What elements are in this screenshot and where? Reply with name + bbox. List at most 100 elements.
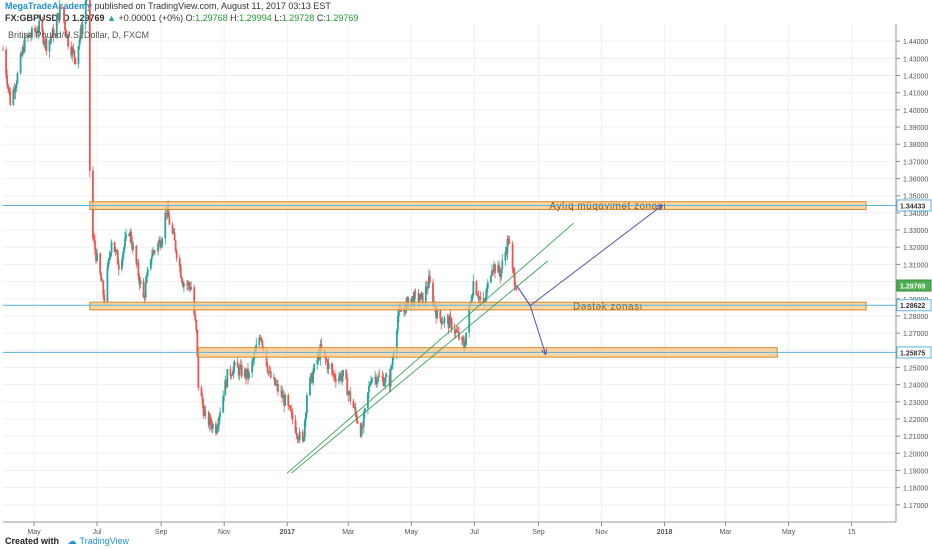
candle-body bbox=[130, 231, 133, 243]
y-tick-label: 1.34000 bbox=[903, 211, 928, 218]
candle-body bbox=[269, 371, 272, 378]
candle-body bbox=[436, 310, 439, 319]
candle-body bbox=[145, 275, 148, 284]
candle-body bbox=[360, 426, 363, 437]
y-tick-label: 1.38000 bbox=[903, 142, 928, 149]
candle-body bbox=[330, 363, 333, 370]
close-value: 1.29769 bbox=[325, 13, 359, 23]
candle-body bbox=[9, 91, 12, 105]
candle-body bbox=[137, 262, 140, 277]
x-tick-label: 2018 bbox=[657, 529, 673, 536]
candle-body bbox=[378, 375, 381, 377]
candle-body bbox=[501, 260, 504, 269]
y-tick-label: 1.42000 bbox=[903, 74, 928, 81]
candle-body bbox=[93, 237, 95, 241]
x-tick-label: 2017 bbox=[279, 529, 295, 536]
candle-body bbox=[174, 240, 177, 251]
candle-body bbox=[258, 337, 261, 345]
candle-body bbox=[157, 242, 159, 252]
candle-body bbox=[132, 245, 135, 250]
candle-body bbox=[298, 431, 301, 440]
candle-body bbox=[421, 292, 424, 305]
candle-body bbox=[159, 239, 162, 248]
candle-body bbox=[301, 431, 304, 442]
x-tick-label: Nov bbox=[218, 529, 231, 536]
candle-body bbox=[276, 384, 278, 385]
candle-body bbox=[304, 412, 307, 421]
candle-body bbox=[72, 47, 75, 51]
candle-body bbox=[182, 283, 185, 287]
candle-body bbox=[71, 47, 74, 56]
candle-body bbox=[190, 287, 193, 290]
candle-body bbox=[248, 372, 250, 379]
candle-body bbox=[78, 39, 81, 47]
candle-body bbox=[398, 308, 400, 317]
candle-body bbox=[280, 391, 282, 393]
candle-body bbox=[251, 361, 254, 373]
candle-body bbox=[179, 266, 182, 278]
candle-body bbox=[180, 277, 183, 282]
candle-body bbox=[400, 309, 402, 312]
candle-body bbox=[139, 280, 142, 285]
candle-body bbox=[175, 250, 178, 259]
candle-body bbox=[492, 270, 494, 272]
candle-body bbox=[65, 30, 67, 37]
candle-body bbox=[354, 406, 357, 414]
candle-body bbox=[110, 242, 113, 253]
candle-body bbox=[273, 377, 276, 385]
candle-body bbox=[222, 396, 225, 413]
candle-body bbox=[55, 19, 58, 38]
y-tick-label: 1.43000 bbox=[903, 56, 928, 63]
candle-body bbox=[429, 275, 431, 283]
author-link[interactable]: MegaTradeAcademy bbox=[5, 1, 93, 11]
candle-body bbox=[136, 262, 139, 264]
candle-body bbox=[420, 292, 423, 294]
candle-body bbox=[44, 38, 47, 44]
candle-body bbox=[30, 36, 32, 38]
candle-body bbox=[265, 349, 268, 367]
candle-body bbox=[14, 88, 17, 93]
tradingview-brand[interactable]: TradingView bbox=[79, 536, 130, 546]
y-tick-label: 1.20000 bbox=[903, 451, 928, 458]
candle-body bbox=[187, 282, 189, 285]
candle-body bbox=[316, 360, 319, 365]
candle-body bbox=[231, 374, 234, 376]
candle-body bbox=[513, 272, 516, 286]
candle-body bbox=[146, 268, 149, 276]
candle-body bbox=[211, 423, 214, 429]
candle-body bbox=[15, 83, 18, 89]
candle-body bbox=[225, 380, 228, 388]
candle-body bbox=[479, 296, 482, 299]
price-label-box bbox=[896, 279, 932, 292]
candle-body bbox=[413, 292, 416, 305]
candle-body bbox=[475, 281, 478, 295]
candle-body bbox=[356, 420, 359, 424]
candle-body bbox=[419, 293, 422, 300]
candle-body bbox=[216, 428, 218, 434]
candle-body bbox=[51, 28, 54, 37]
y-tick-label: 1.25000 bbox=[903, 365, 928, 372]
candle-body bbox=[342, 370, 344, 377]
candle-body bbox=[359, 423, 362, 437]
candle-body bbox=[115, 250, 118, 252]
candle-body bbox=[507, 238, 510, 243]
candle-body bbox=[64, 21, 66, 31]
candle-body bbox=[441, 322, 444, 324]
candle-body bbox=[508, 242, 511, 244]
candle-body bbox=[446, 317, 449, 319]
candle-body bbox=[194, 314, 197, 320]
candle-body bbox=[333, 375, 336, 379]
candle-body bbox=[166, 206, 169, 215]
candle-body bbox=[272, 377, 275, 379]
candle-body bbox=[432, 282, 434, 304]
symbol-label: FX:GBPUSD, D bbox=[5, 13, 70, 23]
high-value: 1.29994 bbox=[239, 13, 272, 23]
candle-body bbox=[313, 364, 316, 373]
candle-body bbox=[261, 341, 264, 348]
candle-body bbox=[287, 395, 290, 406]
candle-body bbox=[117, 264, 120, 270]
candle-body bbox=[443, 317, 446, 323]
candle-body bbox=[23, 35, 26, 52]
candle-body bbox=[424, 286, 427, 305]
